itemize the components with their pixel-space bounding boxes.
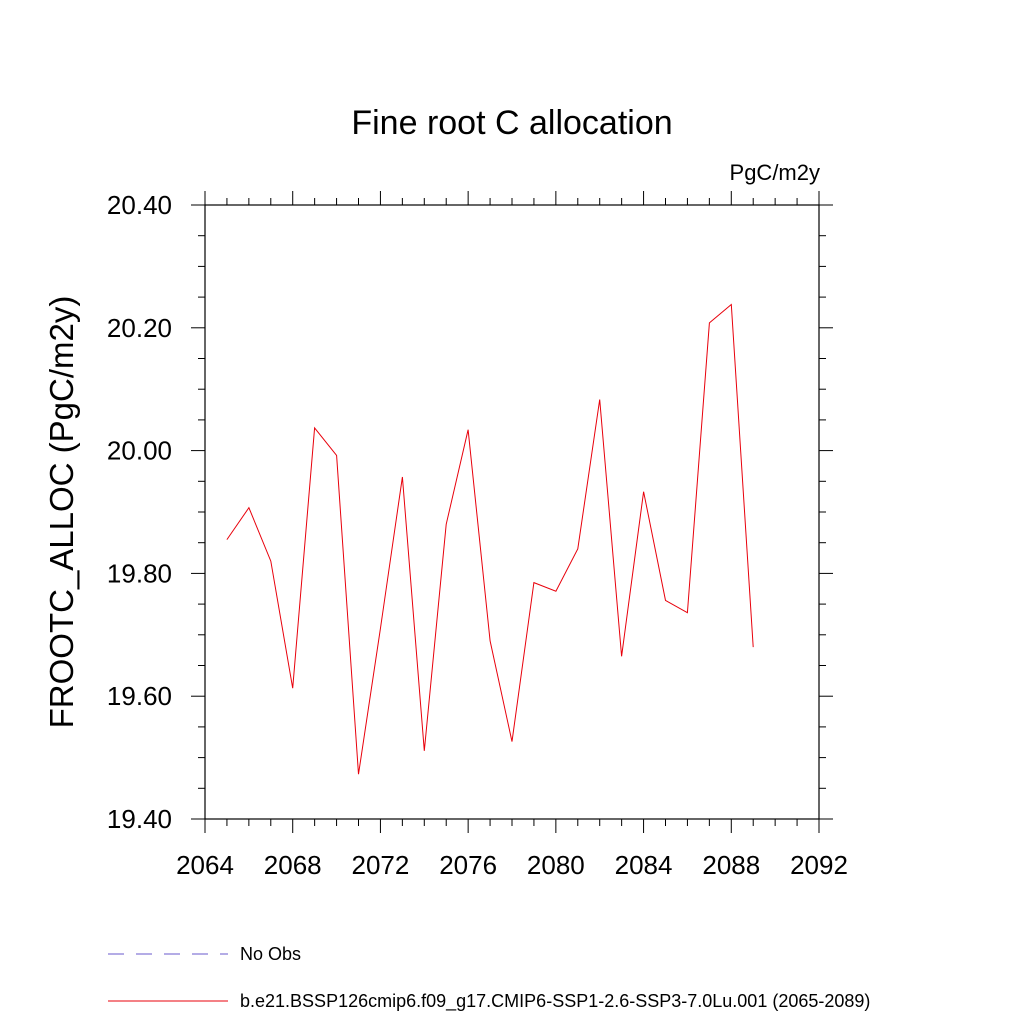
chart-title: Fine root C allocation [351,104,672,142]
x-tick-label: 2064 [176,850,234,880]
x-tick-label: 2092 [790,850,848,880]
x-tick-label: 2076 [439,850,497,880]
x-tick-label: 2072 [352,850,410,880]
units-label: PgC/m2y [730,160,820,185]
y-axis-label: FROOTC_ALLOC (PgC/m2y) [43,296,80,729]
axis-ticks [191,191,833,833]
series-layer [226,303,754,775]
y-tick-label: 20.40 [107,190,172,220]
legend: No Obs b.e21.BSSP126cmip6.f09_g17.CMIP6-S… [108,944,870,1012]
x-tick-label: 2080 [527,850,585,880]
y-tick-label: 19.80 [107,558,172,588]
legend-label: No Obs [240,944,301,964]
y-tick-label: 20.00 [107,436,172,466]
x-tick-label: 2088 [702,850,760,880]
legend-label: b.e21.BSSP126cmip6.f09_g17.CMIP6-SSP1-2.… [240,991,870,1012]
y-tick-label: 19.60 [107,681,172,711]
plot-frame [204,204,820,820]
y-tick-label: 19.40 [107,804,172,834]
y-tick-label: 20.20 [107,313,172,343]
axis-tick-labels: 2064 2068 2072 2076 2080 2084 2088 2092 19.40 19.… [107,190,848,880]
x-tick-label: 2068 [264,850,322,880]
x-tick-label: 2084 [615,850,673,880]
series-line [226,303,754,775]
